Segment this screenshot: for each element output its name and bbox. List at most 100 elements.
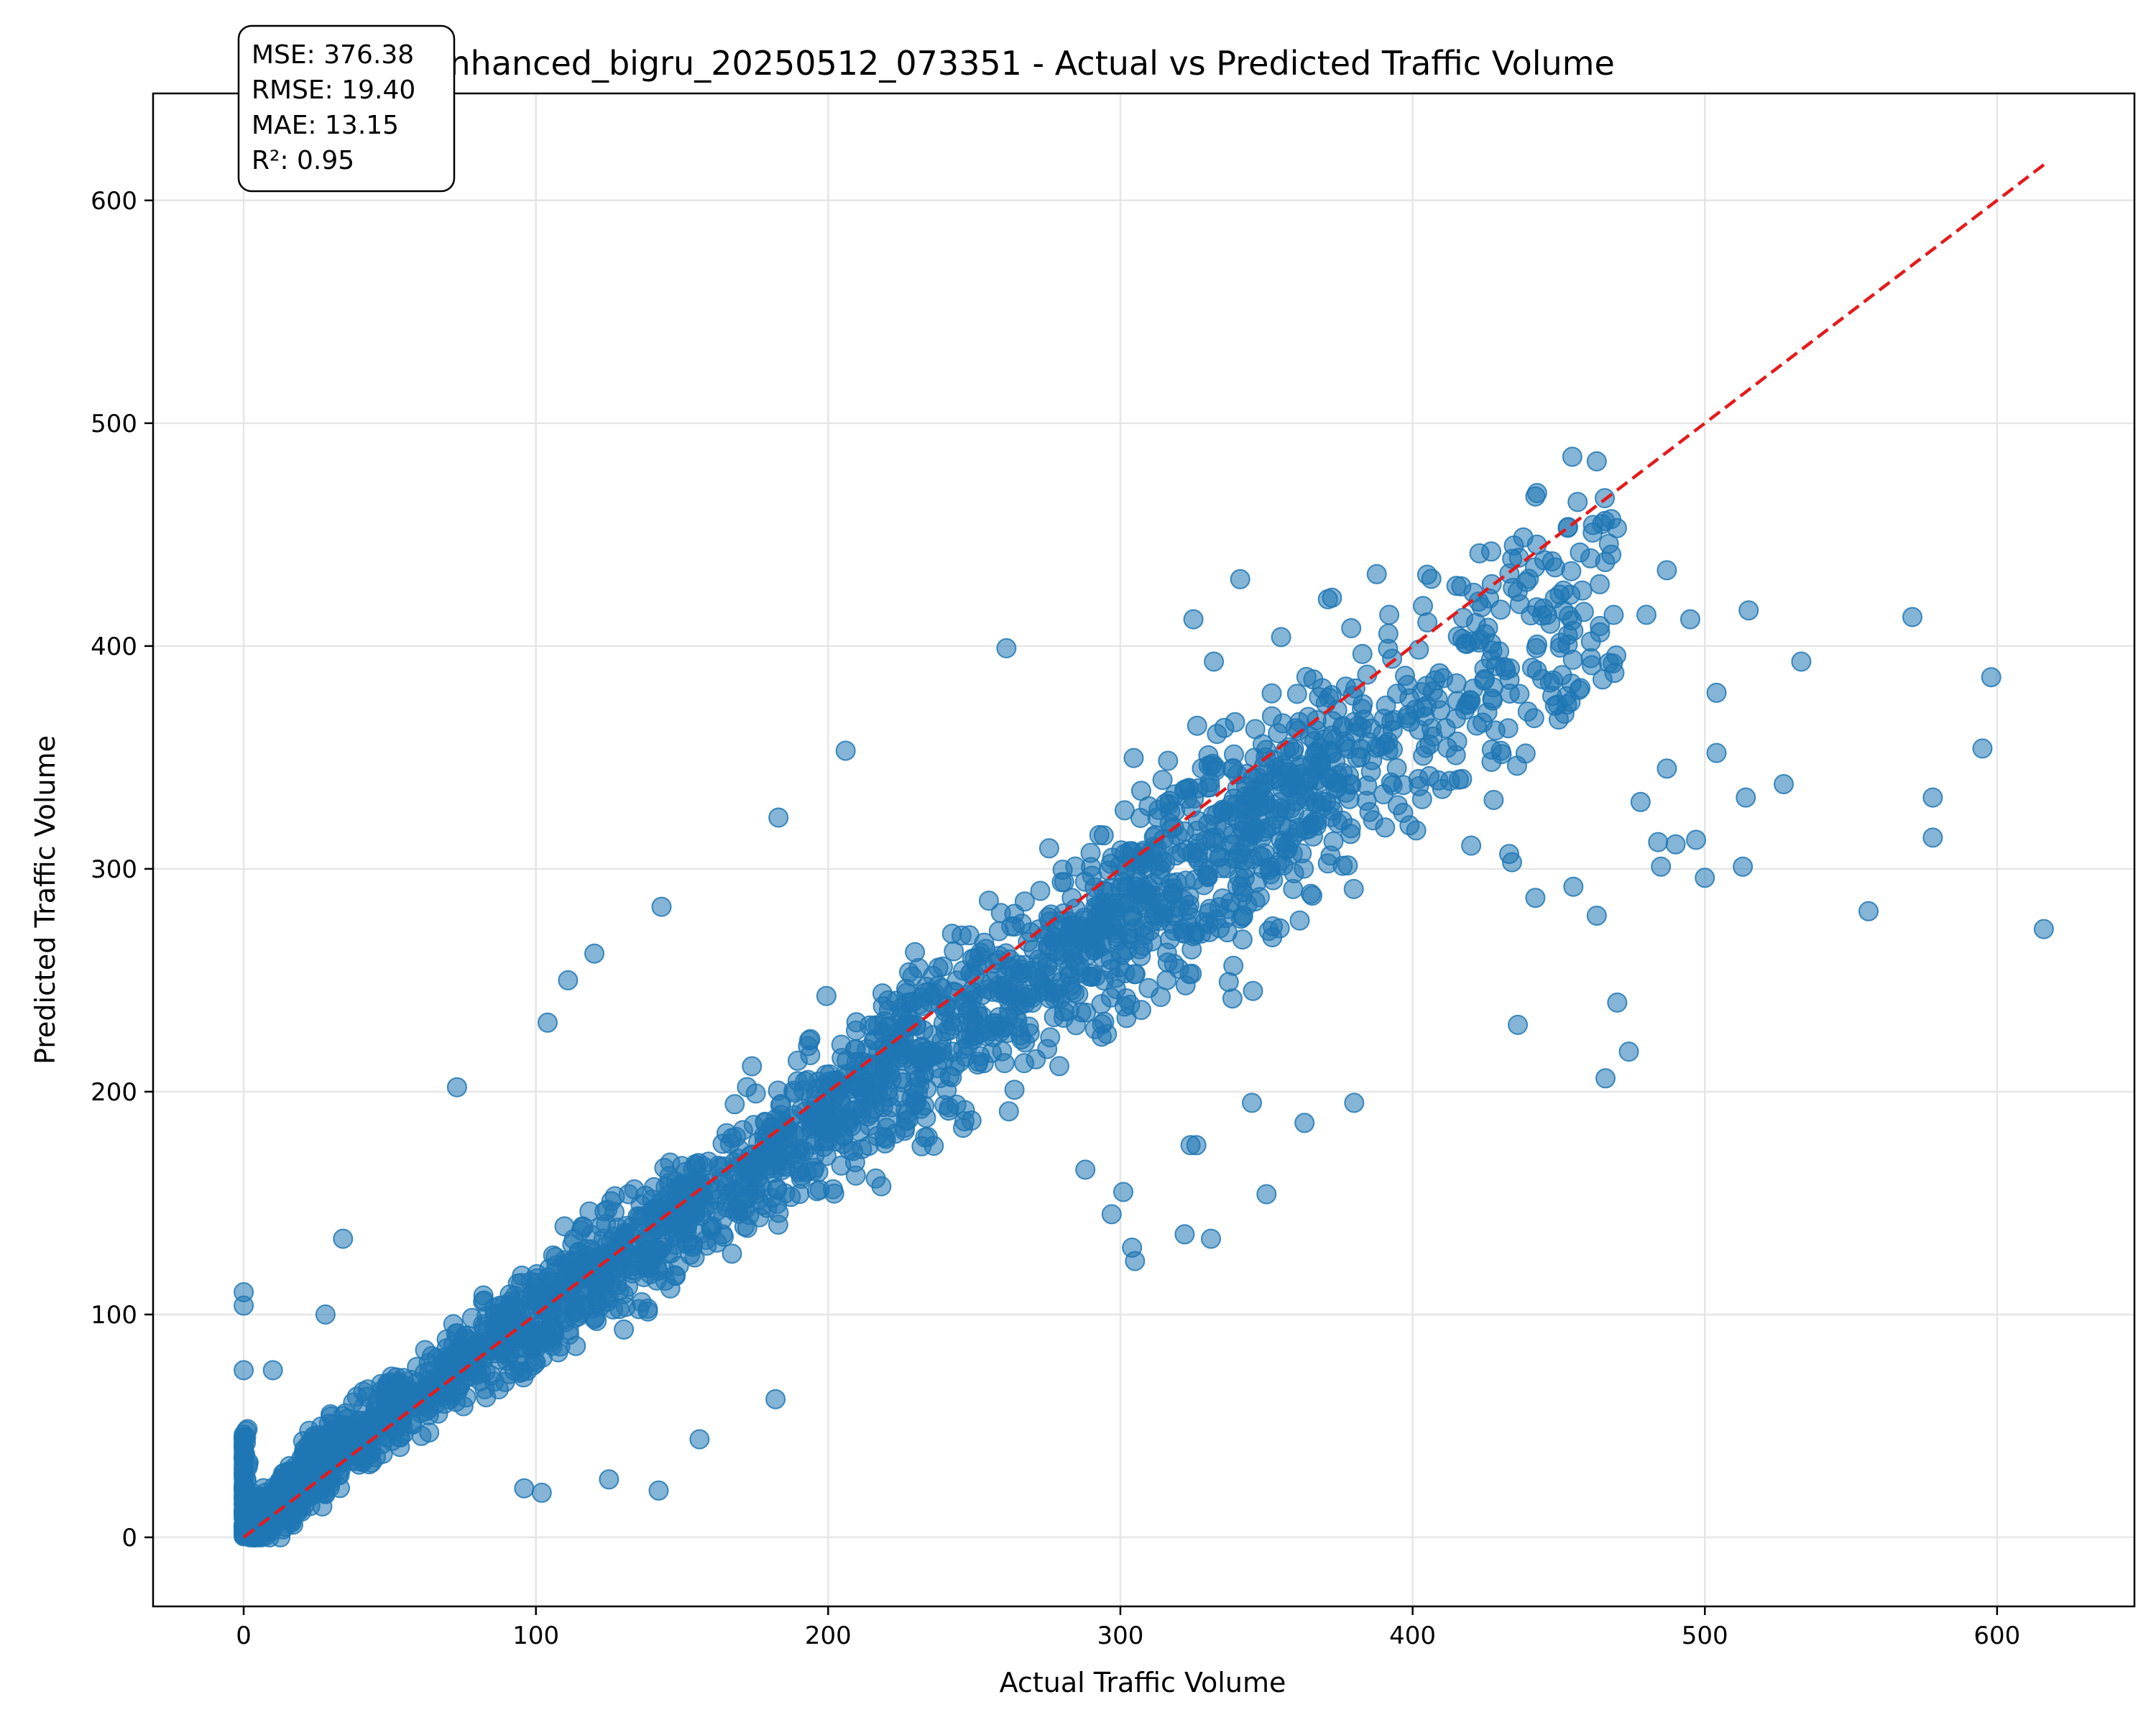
stats-r2: R²: 0.95 — [252, 146, 354, 175]
scatter-point — [1158, 750, 1179, 771]
scatter-point — [1567, 492, 1588, 512]
scatter-point — [1408, 768, 1429, 789]
scatter-point — [865, 1168, 886, 1189]
scatter-point — [1151, 987, 1171, 1007]
scatter-point — [800, 1045, 821, 1065]
scatter-point — [1198, 903, 1219, 924]
scatter-point — [1341, 618, 1362, 638]
scatter-point — [1066, 1015, 1087, 1036]
scatter-point — [955, 991, 976, 1012]
scatter-point — [1097, 882, 1118, 902]
scatter-point — [1256, 1184, 1277, 1205]
scatter-point — [768, 1202, 789, 1223]
scatter-point — [512, 1361, 533, 1382]
scatter-point — [609, 1299, 630, 1320]
scatter-point — [858, 1136, 879, 1156]
scatter-point — [540, 1332, 561, 1353]
scatter-point — [1680, 609, 1700, 630]
scatter-point — [645, 1242, 666, 1263]
scatter-point — [673, 1174, 694, 1195]
scatter-point — [1299, 770, 1319, 791]
scatter-point — [614, 1319, 635, 1340]
scatter-point — [1482, 690, 1503, 711]
scatter-point — [1323, 831, 1344, 852]
scatter-point — [1598, 653, 1619, 673]
y-tick-label: 600 — [91, 187, 137, 216]
scatter-point — [234, 1518, 254, 1539]
scatter-point — [979, 891, 999, 911]
scatter-point — [908, 1047, 929, 1068]
scatter-point — [1344, 1092, 1365, 1113]
scatter-point — [1419, 735, 1440, 755]
scatter-point — [745, 1184, 765, 1205]
scatter-point — [554, 1216, 575, 1237]
scatter-point — [1119, 841, 1140, 862]
scatter-point — [601, 1230, 622, 1251]
scatter-point — [570, 1266, 591, 1287]
stats-mae: MAE: 13.15 — [252, 111, 399, 140]
scatter-point — [1416, 564, 1437, 585]
scatter-point — [1090, 911, 1111, 932]
scatter-point — [722, 1243, 742, 1264]
scatter-point — [835, 740, 856, 761]
scatter-point — [1261, 683, 1282, 704]
scatter-point — [942, 1041, 963, 1062]
scatter-point — [419, 1422, 440, 1443]
scatter-point — [1468, 632, 1489, 653]
scatter-point — [234, 1427, 254, 1448]
scatter-point — [548, 1303, 569, 1324]
y-tick-label: 0 — [121, 1524, 137, 1552]
scatter-point — [234, 1360, 254, 1381]
scatter-point — [1128, 892, 1148, 913]
scatter-point — [514, 1478, 535, 1499]
scatter-point — [668, 1227, 688, 1247]
scatter-point — [1736, 787, 1756, 808]
scatter-point — [1237, 832, 1258, 853]
scatter-point — [1327, 773, 1348, 794]
scatter-point — [1038, 936, 1059, 957]
scatter-point — [789, 1184, 810, 1205]
scatter-point — [1580, 631, 1601, 652]
scatter-point — [1064, 925, 1084, 945]
scatter-point — [1379, 604, 1400, 625]
scatter-point — [894, 1121, 915, 1141]
scatter-point — [262, 1360, 283, 1381]
scatter-point — [1122, 1237, 1143, 1258]
scatter-point — [1539, 672, 1560, 693]
scatter-point — [1049, 1056, 1069, 1077]
scatter-point — [934, 1095, 955, 1116]
scatter-point — [584, 943, 604, 964]
scatter-point — [759, 1154, 780, 1175]
scatter-point — [1366, 737, 1387, 758]
scatter-point — [1561, 561, 1582, 581]
scatter-point — [990, 983, 1010, 1003]
scatter-point — [1075, 1159, 1096, 1180]
scatter-point — [1590, 574, 1610, 594]
scatter-point — [941, 1011, 962, 1031]
scatter-point — [1606, 518, 1627, 538]
scatter-point — [1211, 857, 1232, 878]
scatter-point — [393, 1379, 414, 1399]
scatter-point — [881, 1069, 902, 1090]
scatter-point — [361, 1443, 382, 1464]
scatter-point — [1157, 952, 1178, 973]
scatter-point — [1249, 887, 1270, 908]
scatter-point — [1461, 835, 1482, 856]
scatter-point — [1089, 824, 1110, 845]
scatter-point — [1130, 1000, 1151, 1021]
scatter-point — [1525, 888, 1546, 908]
scatter-point — [456, 1340, 476, 1361]
scatter-point — [1636, 604, 1657, 625]
scatter-point — [996, 638, 1017, 658]
scatter-point — [1519, 569, 1539, 589]
scatter-point — [1233, 906, 1253, 927]
scatter-point — [2033, 919, 2054, 939]
scatter-point — [1201, 1228, 1221, 1249]
scatter-point — [1340, 818, 1361, 839]
scatter-point — [1774, 774, 1794, 794]
stats-mse: MSE: 376.38 — [252, 40, 414, 70]
scatter-point — [1185, 924, 1206, 945]
scatter-point — [809, 1179, 830, 1200]
scatter-point — [1020, 922, 1041, 943]
